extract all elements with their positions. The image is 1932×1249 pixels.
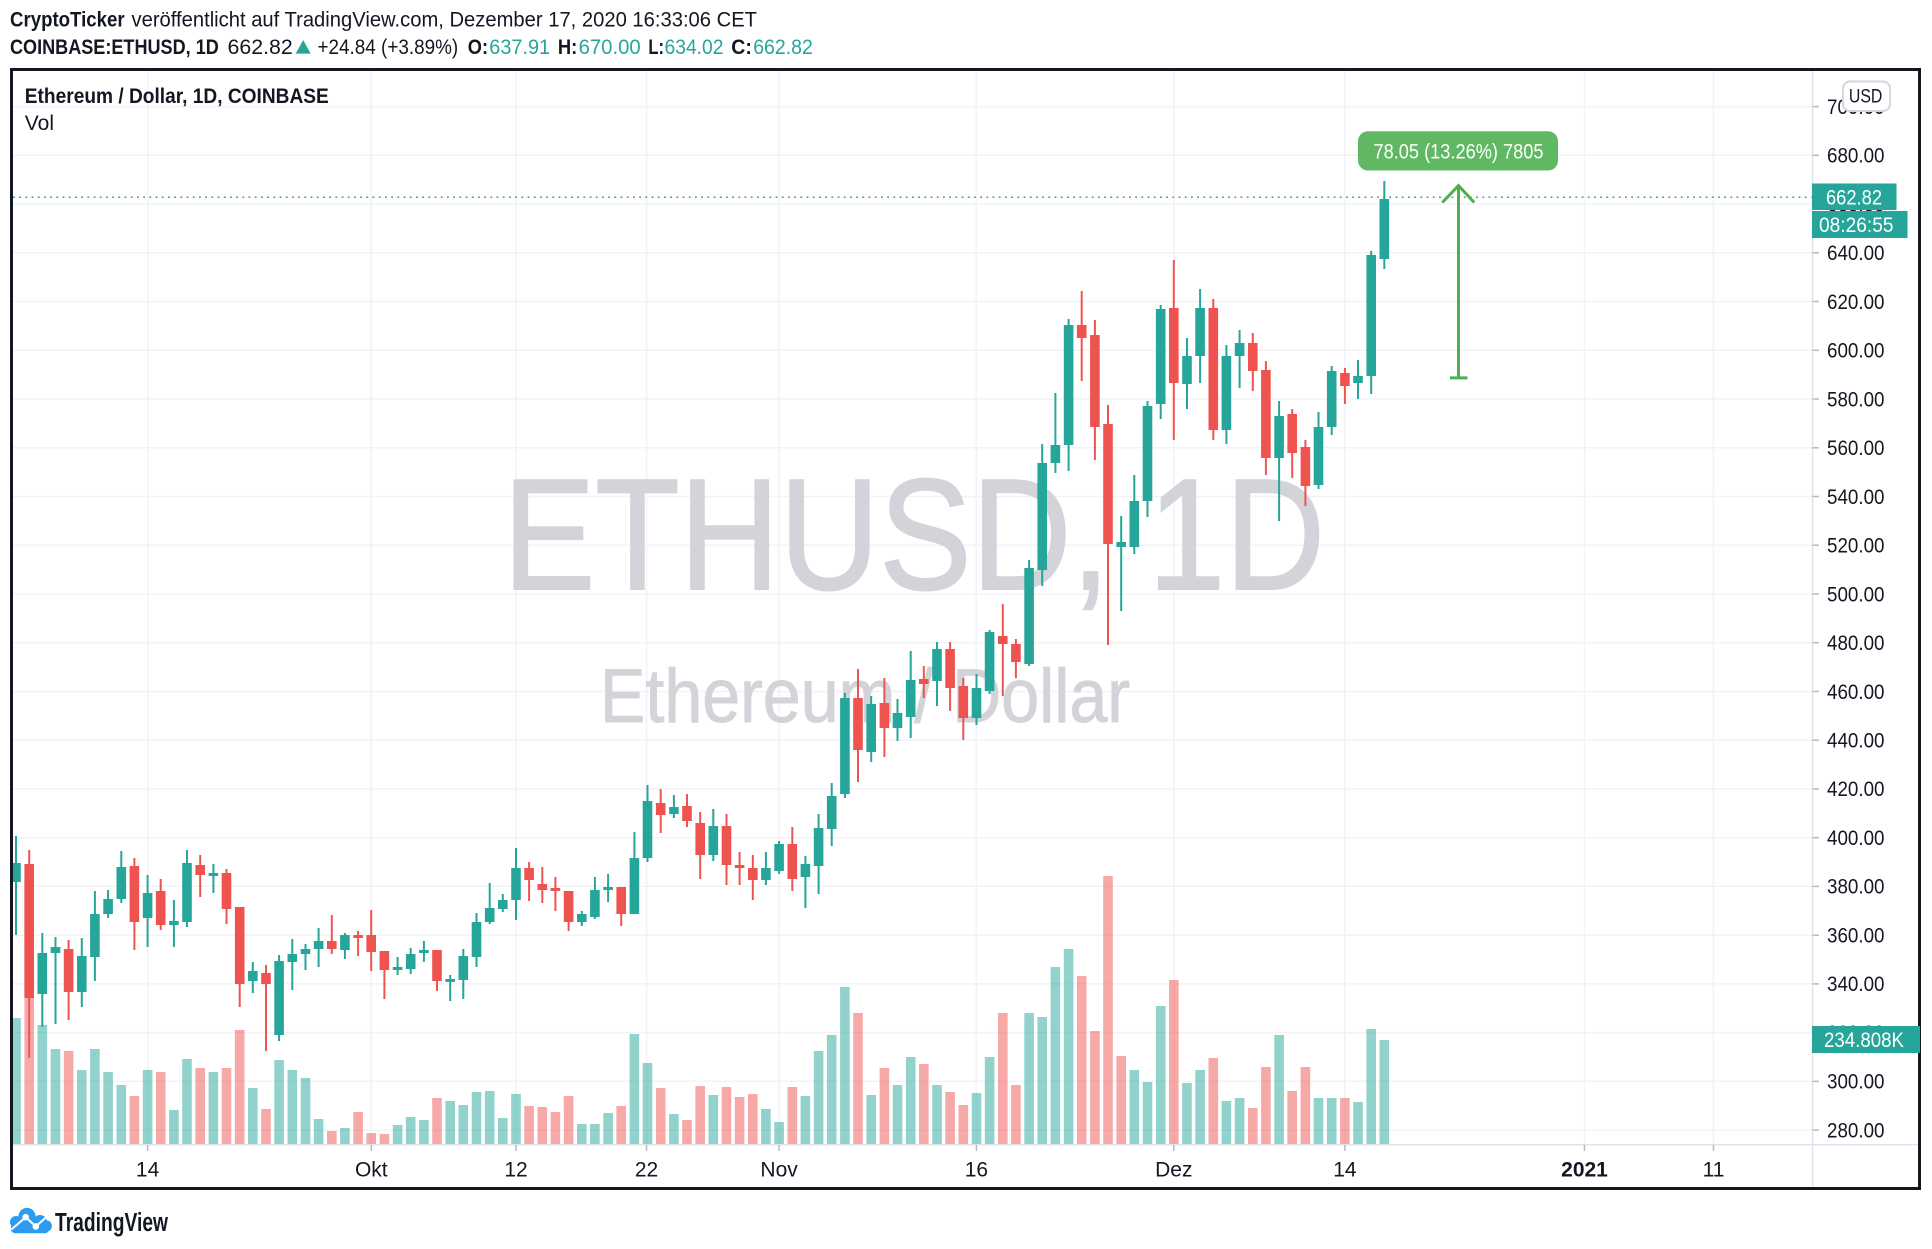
svg-text:420.00: 420.00 <box>1827 777 1885 801</box>
svg-text:16: 16 <box>965 1159 988 1182</box>
svg-text:COINBASE:ETHUSD, 1D: COINBASE:ETHUSD, 1D <box>10 36 219 59</box>
svg-text:12: 12 <box>504 1159 527 1182</box>
svg-text:640.00: 640.00 <box>1827 241 1885 265</box>
svg-text:L:: L: <box>648 36 664 59</box>
svg-text:+24.84 (+3.89%): +24.84 (+3.89%) <box>318 36 459 59</box>
svg-text:Nov: Nov <box>760 1159 798 1182</box>
svg-text:400.00: 400.00 <box>1827 826 1885 850</box>
svg-text:480.00: 480.00 <box>1827 631 1885 655</box>
svg-text:662.82: 662.82 <box>1826 187 1882 210</box>
svg-text:22: 22 <box>635 1159 658 1182</box>
svg-text:662.82: 662.82 <box>753 36 813 59</box>
svg-text:670.00: 670.00 <box>579 36 641 59</box>
svg-text:Dez: Dez <box>1155 1159 1192 1182</box>
svg-text:veröffentlicht auf TradingView: veröffentlicht auf TradingView.com, Deze… <box>132 8 758 32</box>
svg-text:540.00: 540.00 <box>1827 485 1885 509</box>
svg-text:662.82: 662.82 <box>228 36 293 59</box>
svg-text:08:26:55: 08:26:55 <box>1819 214 1894 237</box>
svg-text:634.02: 634.02 <box>665 36 724 59</box>
svg-text:H:: H: <box>558 36 577 59</box>
svg-text:TradingView: TradingView <box>55 1209 168 1237</box>
svg-text:560.00: 560.00 <box>1827 436 1885 460</box>
svg-text:500.00: 500.00 <box>1827 582 1885 606</box>
svg-text:280.00: 280.00 <box>1827 1118 1885 1142</box>
svg-text:14: 14 <box>1333 1159 1357 1182</box>
svg-text:460.00: 460.00 <box>1827 680 1885 704</box>
svg-text:Vol: Vol <box>25 112 54 135</box>
svg-text:300.00: 300.00 <box>1827 1070 1885 1094</box>
svg-text:Ethereum / Dollar: Ethereum / Dollar <box>600 654 1130 739</box>
svg-text:637.91: 637.91 <box>489 36 550 59</box>
svg-text:Okt: Okt <box>355 1159 388 1182</box>
svg-text:360.00: 360.00 <box>1827 924 1885 948</box>
svg-text:440.00: 440.00 <box>1827 729 1885 753</box>
svg-text:CryptoTicker: CryptoTicker <box>10 8 125 32</box>
svg-text:520.00: 520.00 <box>1827 534 1885 558</box>
svg-text:Ethereum / Dollar, 1D, COINBAS: Ethereum / Dollar, 1D, COINBASE <box>25 85 329 108</box>
svg-text:2021: 2021 <box>1561 1159 1608 1182</box>
svg-text:600.00: 600.00 <box>1827 339 1885 363</box>
svg-text:78.05 (13.26%) 7805: 78.05 (13.26%) 7805 <box>1374 140 1544 163</box>
svg-text:340.00: 340.00 <box>1827 972 1885 996</box>
svg-text:380.00: 380.00 <box>1827 875 1885 899</box>
svg-text:620.00: 620.00 <box>1827 290 1885 314</box>
svg-text:680.00: 680.00 <box>1827 144 1885 168</box>
svg-text:O:: O: <box>468 36 488 59</box>
svg-text:580.00: 580.00 <box>1827 387 1885 411</box>
svg-text:234.808K: 234.808K <box>1824 1029 1904 1052</box>
svg-text:14: 14 <box>136 1159 160 1182</box>
svg-text:11: 11 <box>1703 1159 1725 1182</box>
svg-text:USD: USD <box>1849 87 1883 108</box>
svg-text:ETHUSD, 1D: ETHUSD, 1D <box>503 447 1325 623</box>
svg-text:C:: C: <box>731 36 752 59</box>
